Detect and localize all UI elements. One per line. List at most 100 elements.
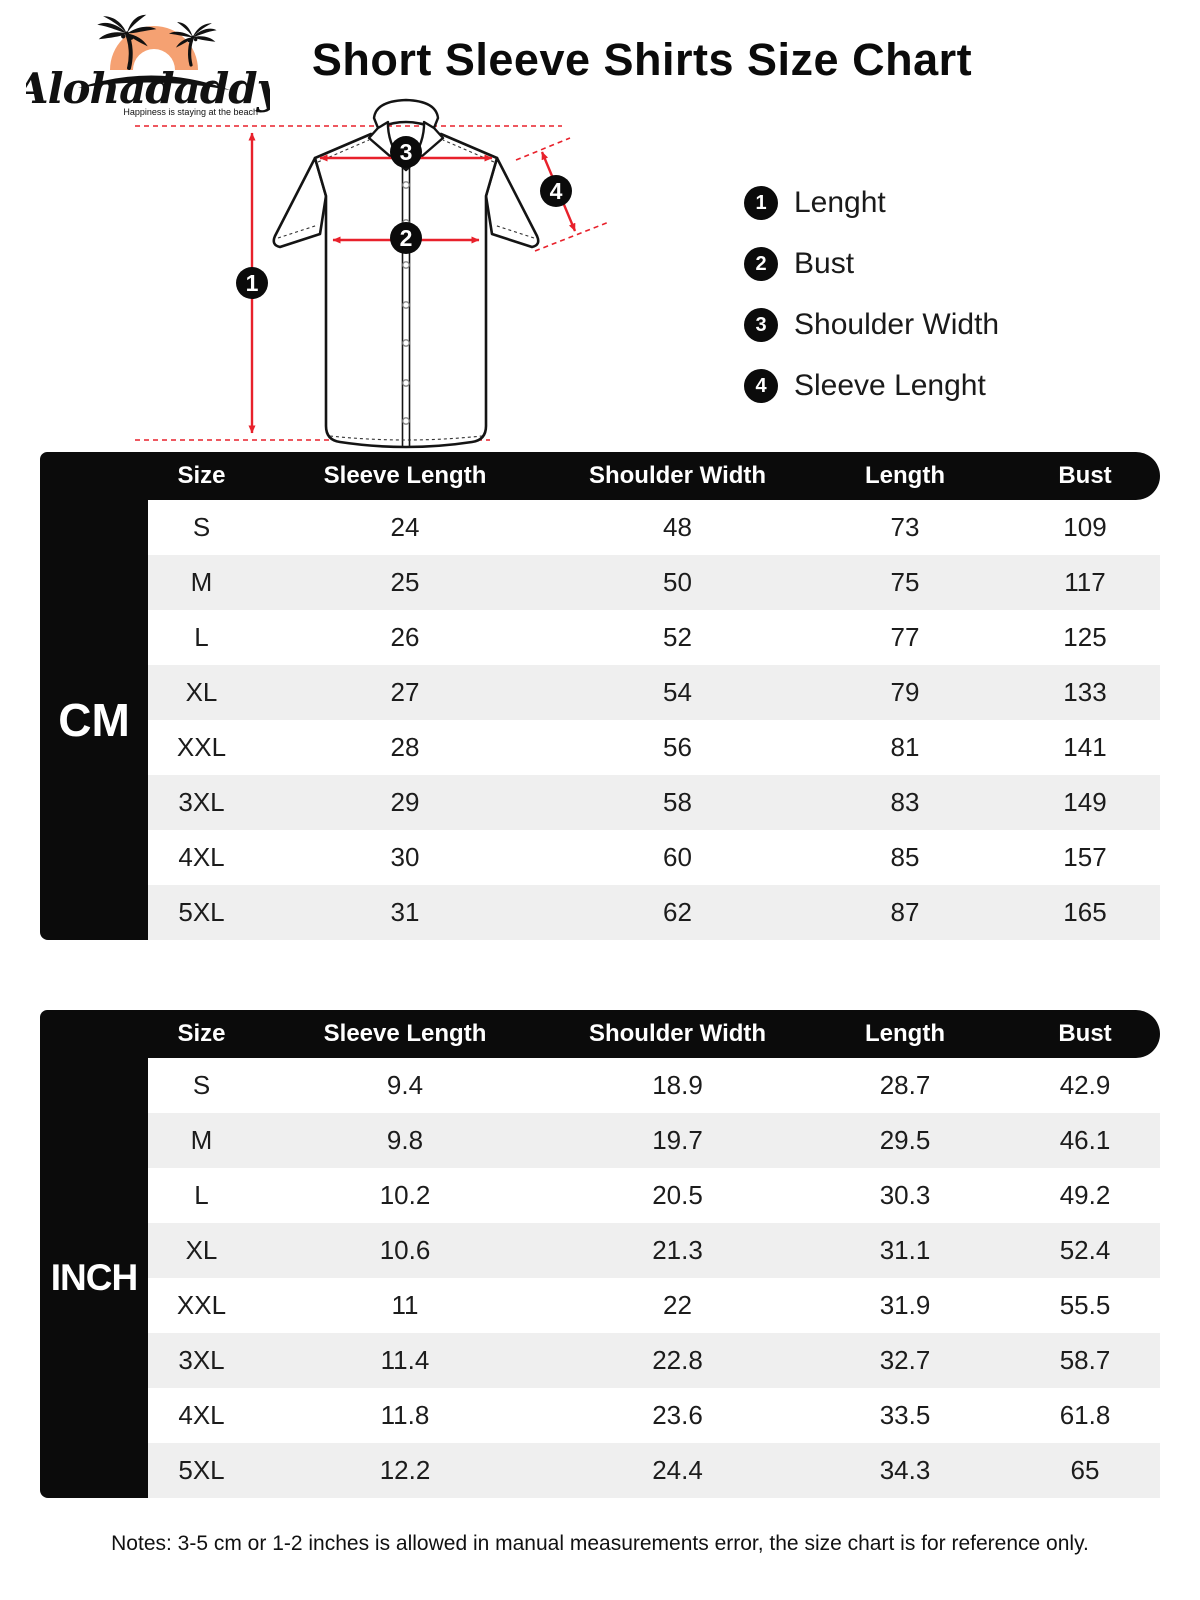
shirt-stitching [277, 139, 535, 441]
column-header-shoulder-width: Shoulder Width [588, 1020, 767, 1047]
size-table-inch: Size Sleeve Length Shoulder Width Length… [40, 1010, 1160, 1498]
value-cell: 33.5 [879, 1400, 931, 1430]
value-cell: 61.8 [1059, 1400, 1111, 1430]
measure-guides [135, 125, 610, 441]
table-row: M 25 50 75 117 [148, 555, 1160, 610]
value-cell: 32.7 [879, 1345, 931, 1375]
value-cell: 79 [890, 677, 920, 707]
table-rows: S 24 48 73 109 M 25 50 75 117 L 26 52 77 125 XL 27 54 79 13… [148, 500, 1160, 940]
value-cell: 27 [390, 677, 420, 707]
unit-label-inch: INCH [40, 1058, 148, 1498]
size-table-cm: Size Sleeve Length Shoulder Width Length… [40, 452, 1160, 940]
table-row: L 10.2 20.5 30.3 49.2 [148, 1168, 1160, 1223]
measure-markers: 1 2 3 4 [236, 136, 572, 299]
brand-tagline: Happiness is staying at the beach [123, 107, 258, 117]
value-cell: 34.3 [879, 1455, 931, 1485]
legend-label: Bust [794, 247, 855, 280]
value-cell: 65 [1070, 1455, 1100, 1485]
table-row: XXL 11 22 31.9 55.5 [148, 1278, 1160, 1333]
value-cell: 28 [390, 732, 420, 762]
shirt-outline [272, 98, 540, 449]
table-body: INCH S 9.4 18.9 28.7 42.9 M 9.8 19.7 29.5 46.1 L 10… [40, 1058, 1160, 1498]
table-row: 5XL 12.2 24.4 34.3 65 [148, 1443, 1160, 1498]
value-cell: 22.8 [652, 1345, 703, 1375]
legend-label: Shoulder Width [794, 308, 1000, 341]
value-cell: 73 [890, 512, 920, 542]
value-cell: 20.5 [652, 1180, 703, 1210]
value-cell: 18.9 [652, 1070, 703, 1100]
value-cell: 11.4 [380, 1345, 430, 1375]
table-row: 3XL 29 58 83 149 [148, 775, 1160, 830]
value-cell: 58 [663, 787, 692, 817]
value-cell: 52.4 [1059, 1235, 1111, 1265]
value-cell: 48 [663, 512, 692, 542]
value-cell: 133 [1063, 677, 1107, 707]
table-row: 3XL 11.4 22.8 32.7 58.7 [148, 1333, 1160, 1388]
column-header-sleeve-length: Sleeve Length [323, 462, 487, 489]
value-cell: 62 [663, 897, 692, 927]
value-cell: 109 [1063, 512, 1107, 542]
table-row: S 24 48 73 109 [148, 500, 1160, 555]
column-header-size: Size [177, 462, 226, 489]
value-cell: 26 [390, 622, 420, 652]
legend-badge-2: 2 [744, 247, 778, 281]
value-cell: 24 [390, 512, 420, 542]
value-cell: 125 [1063, 622, 1107, 652]
value-cell: 52 [663, 622, 692, 652]
value-cell: 83 [890, 787, 920, 817]
size-cell: 3XL [178, 787, 225, 817]
value-cell: 28.7 [879, 1070, 931, 1100]
value-cell: 117 [1064, 567, 1106, 597]
table-body: CM S 24 48 73 109 M 25 50 75 117 L 26 52 77 125 XL 27 54 7… [40, 500, 1160, 940]
value-cell: 77 [890, 622, 920, 652]
column-header-size: Size [177, 1020, 226, 1047]
legend-item-sleeve-length: 4 Sleeve Lenght [744, 369, 999, 403]
size-cell: L [194, 622, 209, 652]
size-cell: 3XL [178, 1345, 225, 1375]
value-cell: 10.6 [379, 1235, 431, 1265]
table-row: M 9.8 19.7 29.5 46.1 [148, 1113, 1160, 1168]
value-cell: 141 [1063, 732, 1107, 762]
size-cell: M [190, 1125, 213, 1155]
shirt-measurement-diagram: 1 2 3 4 [135, 98, 610, 449]
value-cell: 30 [390, 842, 420, 872]
table-header-row: Size Sleeve Length Shoulder Width Length… [40, 1010, 1160, 1058]
size-cell: L [194, 1180, 209, 1210]
value-cell: 25 [390, 567, 420, 597]
table-row: XL 10.6 21.3 31.1 52.4 [148, 1223, 1160, 1278]
value-cell: 87 [890, 897, 920, 927]
marker-1: 1 [246, 270, 259, 296]
value-cell: 24.4 [652, 1455, 703, 1485]
value-cell: 81 [890, 732, 920, 762]
value-cell: 31 [390, 897, 420, 927]
column-header-bust: Bust [1058, 462, 1112, 489]
column-header-length: Length [865, 462, 945, 489]
table-row: 5XL 31 62 87 165 [148, 885, 1160, 940]
page-title: Short Sleeve Shirts Size Chart [311, 34, 973, 85]
size-cell: 5XL [178, 897, 225, 927]
legend-badge-1: 1 [744, 186, 778, 220]
value-cell: 58.7 [1059, 1345, 1111, 1375]
table-rows: S 9.4 18.9 28.7 42.9 M 9.8 19.7 29.5 46.1 L 10.2 20.… [148, 1058, 1160, 1498]
value-cell: 50 [663, 567, 692, 597]
size-cell: XXL [176, 732, 227, 762]
marker-4: 4 [550, 178, 563, 204]
table-row: L 26 52 77 125 [148, 610, 1160, 665]
size-cell: 5XL [178, 1455, 225, 1485]
legend-item-bust: 2 Bust [744, 247, 999, 281]
column-header-bust: Bust [1058, 1020, 1112, 1047]
value-cell: 55.5 [1059, 1290, 1111, 1320]
table-header-row: Size Sleeve Length Shoulder Width Length… [40, 452, 1160, 500]
value-cell: 22 [663, 1290, 692, 1320]
size-cell: XL [185, 1235, 218, 1265]
size-cell: XL [185, 677, 218, 707]
column-header-shoulder-width: Shoulder Width [588, 462, 767, 489]
value-cell: 31.9 [879, 1290, 931, 1320]
legend-badge-4: 4 [744, 369, 778, 403]
legend-badge-3: 3 [744, 308, 778, 342]
value-cell: 85 [890, 842, 920, 872]
value-cell: 31.1 [879, 1235, 931, 1265]
value-cell: 56 [663, 732, 692, 762]
column-header-sleeve-length: Sleeve Length [323, 1020, 487, 1047]
